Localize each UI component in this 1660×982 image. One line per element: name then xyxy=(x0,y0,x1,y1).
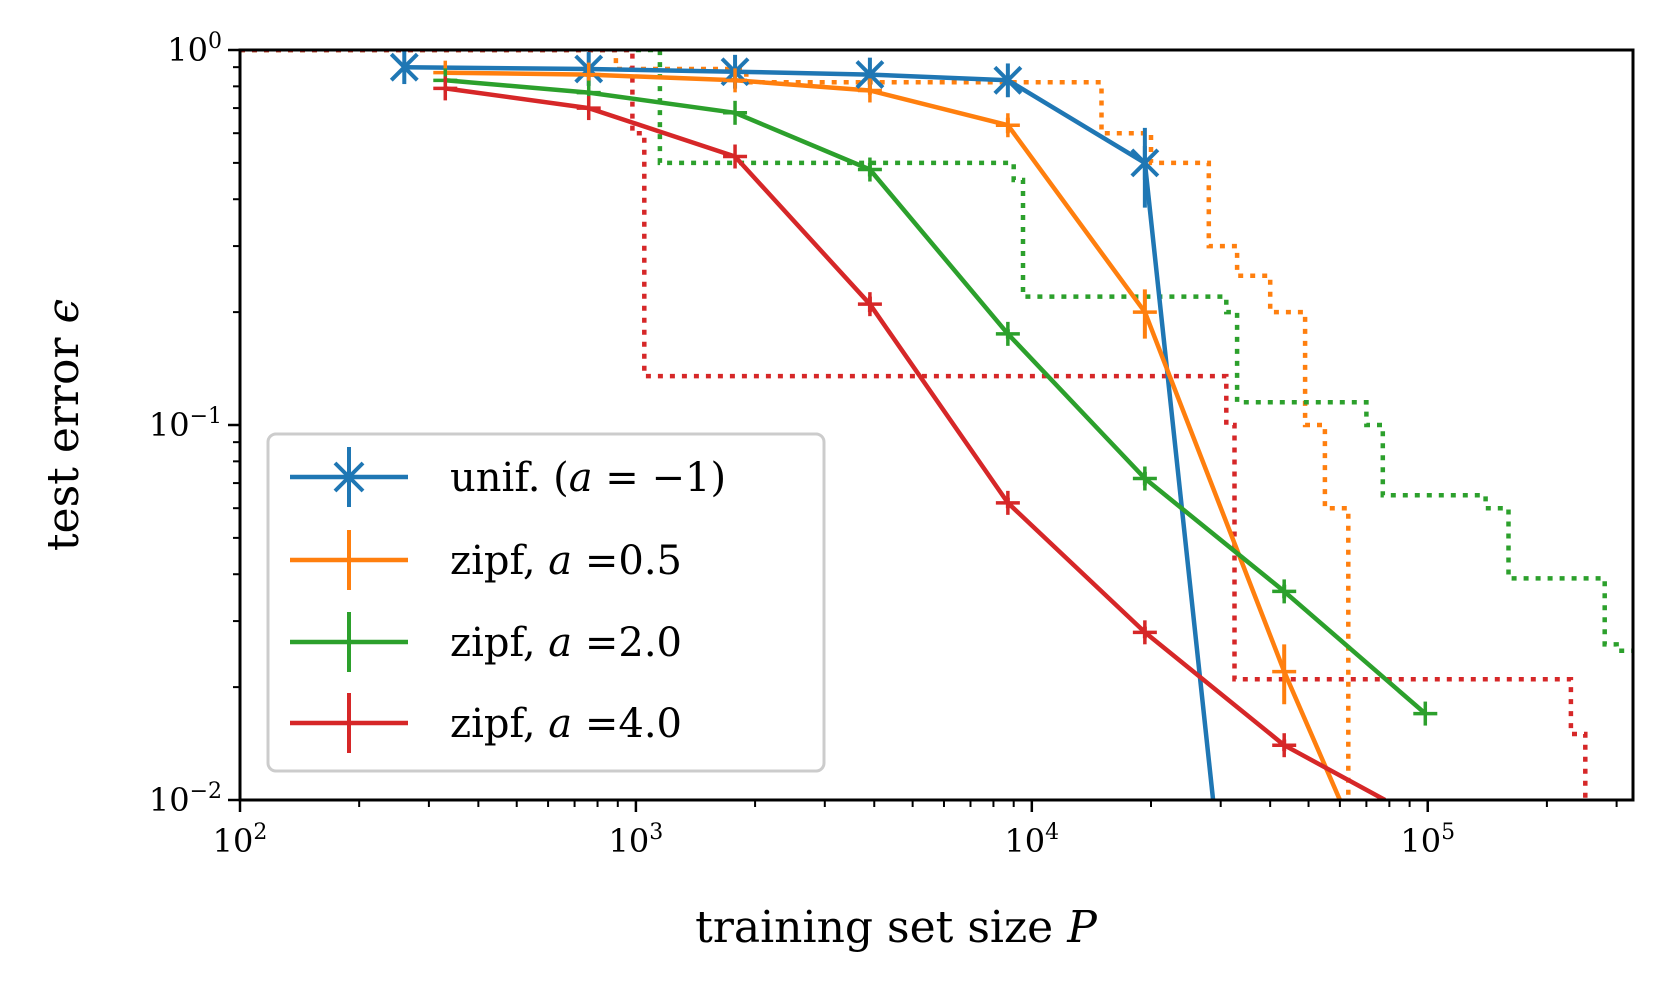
data-point-zipf-a-2-0 xyxy=(1132,466,1157,491)
legend-entries: unif. (a = −1) zipf, a =0.5 zipf, a =2.0 zi… xyxy=(290,447,726,753)
legend-marker xyxy=(337,711,361,735)
data-point-zipf-a-4-0 xyxy=(1272,733,1297,758)
series-line-zipf-a-2-0 xyxy=(445,78,1427,716)
legend-label: zipf, a =4.0 xyxy=(450,701,682,747)
data-point-unif-a-1 xyxy=(1130,145,1160,180)
legend-marker xyxy=(337,630,361,654)
data-point-zipf-a-2-0 xyxy=(1413,701,1438,726)
data-point-zipf-a-2-0 xyxy=(857,157,882,182)
x-axis-ticks: 102 103 104 105 xyxy=(213,800,1618,860)
legend-item-zipf-a-2-0: zipf, a =2.0 xyxy=(290,612,682,672)
data-point-zipf-a-4-0 xyxy=(857,292,882,317)
data-point-zipf-a-2-0 xyxy=(1272,579,1297,604)
legend: unif. (a = −1) zipf, a =0.5 zipf, a =2.0 zi… xyxy=(266,432,826,773)
data-point-zipf-a-0-5 xyxy=(1132,300,1157,325)
data-point-zipf-a-0-5 xyxy=(995,113,1020,138)
data-point-zipf-a-0-5 xyxy=(1272,659,1297,684)
data-point-zipf-a-4-0 xyxy=(576,96,601,121)
data-point-zipf-a-4-0 xyxy=(995,490,1020,515)
data-point-zipf-a-2-0 xyxy=(995,321,1020,346)
data-point-unif-a-1 xyxy=(993,63,1023,98)
legend-item-zipf-a-4-0: zipf, a =4.0 xyxy=(290,693,682,753)
y-tick-label: 10−1 xyxy=(149,404,222,444)
legend-label: unif. (a = −1) xyxy=(450,455,726,501)
data-point-zipf-a-4-0 xyxy=(723,144,748,169)
legend-label: zipf, a =0.5 xyxy=(450,538,682,584)
data-point-zipf-a-4-0 xyxy=(1132,620,1157,645)
legend-label: zipf, a =2.0 xyxy=(450,620,682,666)
data-point-zipf-a-0-5 xyxy=(857,78,882,103)
y-axis-ticks: 10−2 10−1 100 xyxy=(149,29,240,819)
x-axis-label: training set size P xyxy=(695,902,1098,953)
data-point-zipf-a-2-0 xyxy=(723,100,748,125)
data-point-zipf-a-0-5 xyxy=(723,68,748,93)
y-tick-label: 100 xyxy=(167,29,222,69)
data-point-zipf-a-4-0 xyxy=(433,76,458,101)
y-tick-label: 10−2 xyxy=(149,779,222,819)
y-axis-label: test error ϵ xyxy=(38,299,89,551)
series-line-zipf-a-4-0 xyxy=(444,86,1387,800)
legend-item-unif-a-1: unif. (a = −1) xyxy=(290,447,726,507)
x-tick-label: 102 xyxy=(213,820,268,860)
legend-item-zipf-a-0-5: zipf, a =0.5 xyxy=(290,530,682,590)
data-markers xyxy=(389,50,1438,758)
legend-marker xyxy=(337,548,361,572)
data-point-unif-a-1 xyxy=(389,50,419,85)
x-tick-label: 104 xyxy=(1004,820,1059,860)
theory-step-zipf-a-2-0 xyxy=(240,50,1633,654)
legend-box xyxy=(266,432,826,773)
series-line-zipf-a-0-5 xyxy=(445,70,1342,800)
x-tick-label: 105 xyxy=(1400,820,1455,860)
x-tick-label: 103 xyxy=(609,820,664,860)
